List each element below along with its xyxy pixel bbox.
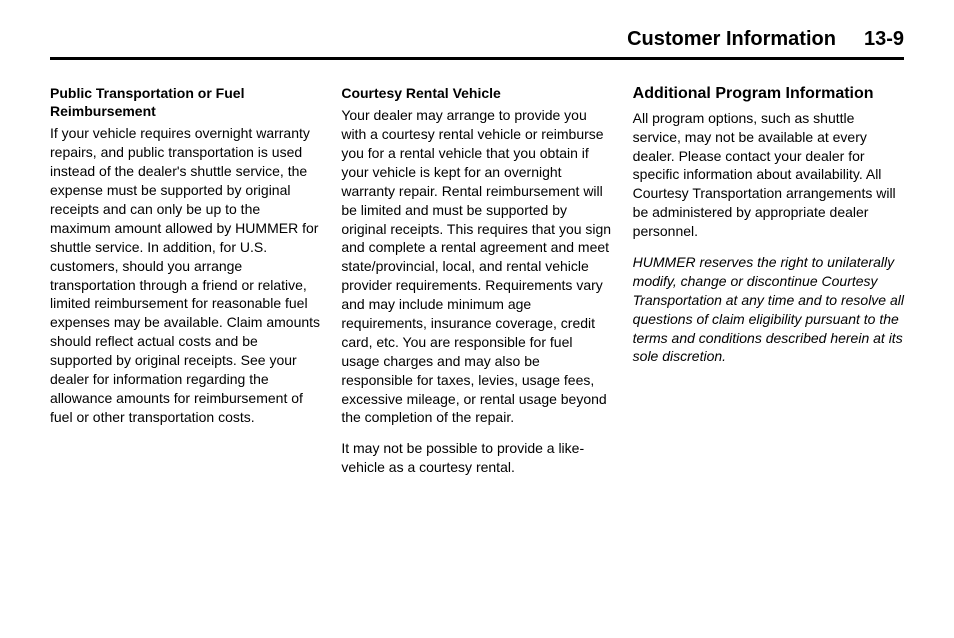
- col3-heading: Additional Program Information: [633, 84, 904, 105]
- column-2: Courtesy Rental Vehicle Your dealer may …: [331, 84, 622, 489]
- col2-heading: Courtesy Rental Vehicle: [341, 84, 612, 102]
- page-header: Customer Information 13-9: [50, 28, 904, 60]
- header-title: Customer Information: [627, 28, 836, 51]
- col1-paragraph-1: If your vehicle requires overnight warra…: [50, 124, 321, 426]
- content-columns: Public Transportation or Fuel Reimbursem…: [50, 84, 904, 489]
- col2-paragraph-2: It may not be possible to provide a like…: [341, 439, 612, 477]
- col3-paragraph-1: All program options, such as shuttle ser…: [633, 109, 904, 241]
- column-1: Public Transportation or Fuel Reimbursem…: [50, 84, 331, 489]
- col3-paragraph-2: HUMMER reserves the right to unilaterall…: [633, 253, 904, 366]
- col1-heading: Public Transportation or Fuel Reimbursem…: [50, 84, 321, 120]
- header-pagenum: 13-9: [864, 28, 904, 51]
- col2-paragraph-1: Your dealer may arrange to provide you w…: [341, 106, 612, 427]
- column-3: Additional Program Information All progr…: [623, 84, 904, 489]
